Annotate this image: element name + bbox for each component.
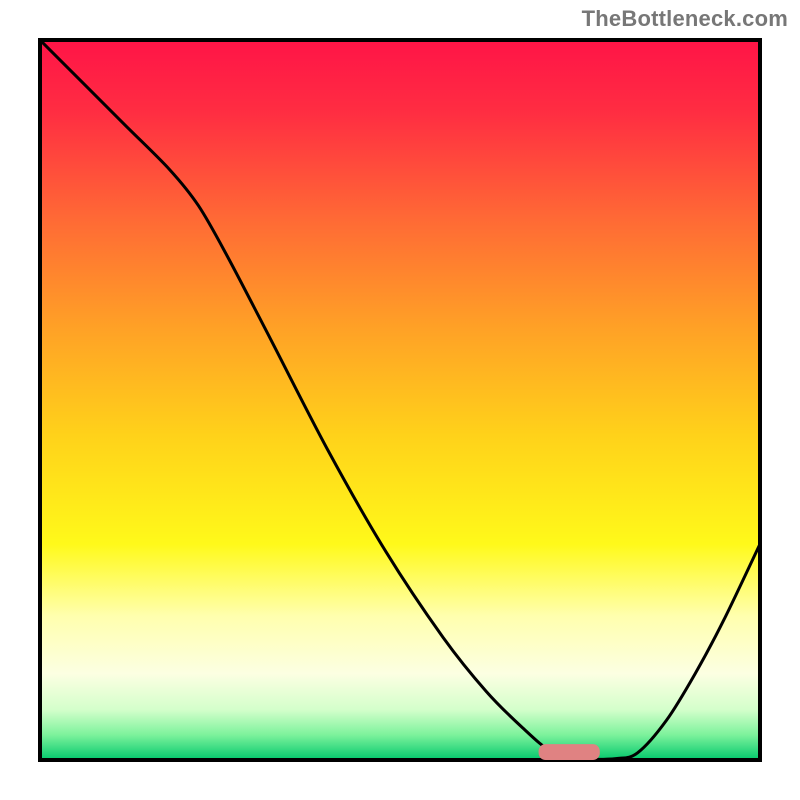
optimal-marker (539, 744, 600, 760)
bottleneck-chart (0, 0, 800, 800)
chart-container: TheBottleneck.com (0, 0, 800, 800)
attribution-label: TheBottleneck.com (582, 6, 788, 32)
